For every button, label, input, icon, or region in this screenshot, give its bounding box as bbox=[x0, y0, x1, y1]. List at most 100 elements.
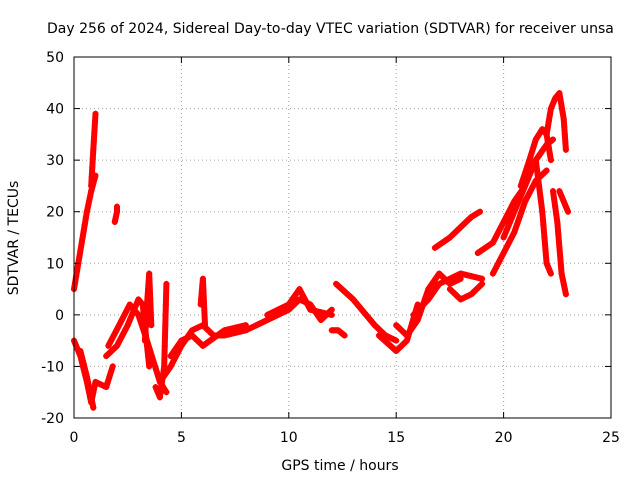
data-point bbox=[537, 195, 544, 202]
data-point bbox=[280, 304, 287, 311]
data-point bbox=[170, 349, 177, 356]
data-point bbox=[452, 273, 459, 280]
data-point bbox=[199, 342, 206, 349]
data-point bbox=[264, 317, 271, 324]
data-point bbox=[541, 234, 548, 241]
data-point bbox=[463, 271, 470, 278]
data-point bbox=[328, 311, 335, 318]
data-point bbox=[561, 123, 568, 130]
data-point bbox=[81, 221, 88, 228]
data-point bbox=[122, 327, 129, 334]
data-point bbox=[514, 221, 521, 228]
data-point bbox=[199, 275, 206, 282]
series-arc-22-23h bbox=[543, 90, 569, 153]
data-point bbox=[121, 311, 128, 318]
data-point bbox=[550, 188, 557, 195]
data-point bbox=[88, 182, 95, 189]
data-point bbox=[559, 275, 566, 282]
y-tick-label: -20 bbox=[41, 411, 64, 427]
data-point bbox=[181, 336, 188, 343]
data-point bbox=[414, 317, 421, 324]
data-point bbox=[551, 195, 558, 202]
x-tick-labels: 0 5 10 15 20 25 bbox=[70, 430, 620, 446]
data-point bbox=[108, 337, 115, 344]
data-point bbox=[387, 335, 394, 342]
data-point bbox=[376, 332, 383, 339]
data-point bbox=[421, 300, 428, 307]
data-point bbox=[527, 170, 534, 177]
series-arc-9-12h bbox=[264, 286, 335, 318]
data-point bbox=[500, 249, 507, 256]
data-point bbox=[411, 320, 418, 327]
data-point bbox=[565, 208, 572, 215]
data-point bbox=[431, 244, 438, 251]
data-point bbox=[108, 368, 115, 375]
data-point bbox=[291, 293, 298, 300]
data-point bbox=[138, 300, 145, 307]
data-point bbox=[414, 307, 421, 314]
data-point bbox=[91, 128, 98, 135]
data-point bbox=[104, 378, 111, 385]
data-point bbox=[200, 298, 207, 305]
data-point bbox=[522, 198, 529, 205]
data-point bbox=[561, 131, 568, 138]
data-point bbox=[318, 309, 325, 316]
data-point bbox=[159, 375, 166, 382]
data-point bbox=[141, 337, 148, 344]
data-point bbox=[198, 295, 205, 302]
data-point bbox=[269, 309, 276, 316]
data-point bbox=[116, 337, 123, 344]
data-point bbox=[275, 306, 282, 313]
x-axis-label: GPS time / hours bbox=[281, 458, 398, 474]
data-point bbox=[425, 296, 432, 303]
grid bbox=[74, 57, 611, 418]
data-point bbox=[142, 328, 149, 335]
data-point bbox=[495, 260, 502, 267]
data-point bbox=[556, 90, 563, 97]
data-point bbox=[380, 336, 387, 343]
data-point bbox=[505, 239, 512, 246]
data-point bbox=[210, 335, 217, 342]
data-point bbox=[522, 170, 529, 177]
data-point bbox=[479, 280, 486, 287]
y-tick-label: 50 bbox=[46, 50, 64, 66]
data-point bbox=[80, 228, 87, 235]
data-point bbox=[90, 146, 97, 153]
data-point bbox=[84, 203, 91, 210]
data-point bbox=[474, 249, 481, 256]
data-point bbox=[519, 189, 526, 196]
data-point bbox=[486, 242, 493, 249]
chart-title: Day 256 of 2024, Sidereal Day-to-day VTE… bbox=[47, 21, 614, 37]
data-point bbox=[500, 219, 507, 226]
x-tick-label: 25 bbox=[602, 430, 620, 446]
data-point bbox=[146, 270, 153, 277]
data-point bbox=[156, 378, 163, 385]
data-point bbox=[95, 380, 102, 387]
data-point bbox=[436, 280, 443, 287]
data-point bbox=[164, 367, 171, 374]
data-point bbox=[482, 244, 489, 251]
data-point bbox=[511, 229, 518, 236]
series-isolated-3h bbox=[144, 280, 153, 329]
data-point bbox=[345, 292, 352, 299]
data-point bbox=[162, 322, 169, 329]
data-point bbox=[544, 137, 551, 144]
data-point bbox=[519, 206, 526, 213]
data-point bbox=[535, 153, 542, 160]
data-point bbox=[82, 367, 89, 374]
data-point bbox=[296, 286, 303, 293]
data-point bbox=[366, 315, 373, 322]
data-point bbox=[173, 345, 180, 352]
data-point bbox=[285, 301, 292, 308]
data-point bbox=[79, 354, 86, 361]
series-arc-21-22h-down bbox=[532, 157, 554, 277]
data-point bbox=[83, 208, 90, 215]
data-point bbox=[90, 404, 97, 411]
data-point bbox=[492, 234, 499, 241]
data-point bbox=[524, 163, 531, 170]
data-point bbox=[526, 157, 533, 164]
data-point bbox=[463, 293, 470, 300]
y-tick-label: -10 bbox=[41, 359, 64, 375]
data-point bbox=[560, 115, 567, 122]
